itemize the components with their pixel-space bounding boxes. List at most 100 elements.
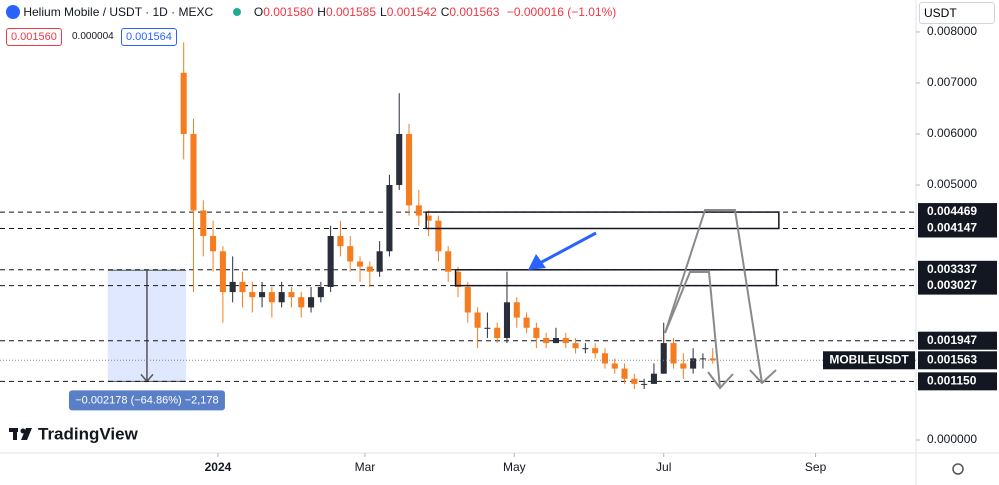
ohlc-label: H — [317, 5, 326, 19]
candle-body — [337, 235, 344, 247]
candle-body — [347, 246, 354, 262]
symbol: Helium Mobile / USDT · 1D · MEXC — [23, 5, 214, 19]
candle-body — [376, 251, 383, 272]
ohlc-value: 0.001542 — [386, 5, 437, 19]
candle-body — [699, 358, 706, 360]
level-label-box — [918, 276, 997, 295]
x-tick-label: Jul — [656, 460, 671, 474]
symbol-label: MOBILEUSDT — [829, 352, 909, 366]
level-label-box — [918, 331, 997, 350]
candle-body — [356, 261, 364, 267]
candle-body — [317, 286, 324, 298]
level-label-box — [918, 372, 997, 391]
candle-body — [210, 235, 217, 252]
bid[interactable]: 0.001560 — [6, 28, 62, 46]
measure-label: −0.002178 (−64.86%) −2,178 — [75, 395, 218, 407]
level-label: 0.001150 — [927, 374, 977, 388]
y-tick-label: 0.000000 — [927, 432, 977, 446]
y-tick-label: 0.005000 — [927, 177, 977, 191]
x-tick-label: May — [503, 460, 526, 474]
x-tick-label: 2024 — [205, 460, 232, 474]
candle-body — [592, 348, 599, 354]
candle-body — [298, 297, 305, 308]
zone-box — [425, 211, 780, 230]
candle-body — [366, 266, 373, 272]
candle-body — [435, 220, 442, 252]
candle-body — [503, 302, 511, 338]
plot: 0.000000 0.005000 0.006000 0.007000 0.008000… — [0, 24, 997, 474]
level-label-box — [918, 219, 997, 238]
candle-body — [415, 205, 422, 216]
logo-mark — [21, 428, 32, 440]
candle-body — [582, 348, 589, 350]
projection — [664, 209, 777, 390]
candle-body — [308, 297, 315, 308]
level-label: 0.001947 — [927, 333, 977, 347]
candle-body — [650, 373, 657, 384]
candle-body — [484, 327, 491, 329]
level-label-box — [918, 203, 997, 222]
candle-body — [464, 286, 471, 313]
candle-body — [543, 337, 550, 344]
candle-body — [660, 343, 667, 374]
level-label: 0.004469 — [927, 204, 977, 218]
ohlc-value: 0.001580 — [263, 5, 314, 19]
ohlc-label: C — [440, 5, 450, 19]
candle-body — [405, 133, 413, 206]
ohlc-legend: O0.001580 H0.001585 L0.001542 C0.001563 — [254, 5, 504, 19]
level-label: 0.004147 — [927, 221, 977, 235]
spread: 0.000004 — [72, 31, 114, 42]
candle-body — [288, 292, 295, 298]
candle-body — [190, 133, 197, 211]
logo-text: TradingView — [38, 424, 139, 443]
candle-body — [670, 343, 677, 364]
candle-body — [690, 358, 697, 369]
projection-arrow — [749, 369, 777, 385]
candle-body — [621, 368, 628, 379]
level-label: 0.003027 — [927, 278, 977, 292]
candle-body — [249, 292, 256, 298]
candle-body — [200, 210, 207, 236]
candle-body — [552, 337, 560, 344]
logo-mark — [13, 428, 17, 440]
candle-body — [641, 383, 648, 385]
arrow-line — [539, 231, 597, 265]
candle-body — [454, 271, 462, 287]
arrow-head — [528, 254, 546, 270]
candle-body — [680, 363, 687, 369]
measure-label-box — [68, 390, 225, 411]
ask[interactable]: 0.001564 — [121, 28, 177, 46]
candle-body — [572, 343, 579, 349]
settings-icon[interactable] — [952, 463, 964, 475]
y-tick-label: 0.008000 — [927, 24, 977, 38]
symbol-label-box — [823, 351, 915, 370]
logo: TradingView — [9, 424, 139, 443]
x-tick-label: Mar — [355, 460, 376, 474]
ohlc-label: L — [380, 5, 387, 19]
candle-body — [219, 251, 226, 293]
candle-body — [709, 358, 716, 361]
candle-body — [611, 363, 618, 369]
change: −0.000016 (−1.01%) — [506, 5, 617, 19]
candle-body — [278, 292, 285, 303]
level-label-box — [918, 260, 997, 279]
candle-body — [513, 302, 520, 318]
level-label: 0.003337 — [927, 262, 977, 276]
candle-body — [533, 327, 540, 338]
candle-body — [239, 281, 246, 293]
ohlc-value: 0.001585 — [325, 5, 376, 19]
candle-body — [631, 378, 638, 384]
projection-path — [664, 209, 763, 384]
candle-body — [180, 72, 187, 134]
symbol-row: Helium Mobile / USDT · 1D · MEXC O0.0015… — [6, 5, 616, 19]
last-price-label: 0.001563 — [927, 352, 977, 366]
candle-body — [494, 327, 501, 338]
candle-body — [562, 337, 569, 344]
candle-body — [396, 133, 403, 185]
status-dot — [232, 8, 241, 16]
candle-body — [474, 312, 481, 328]
candle-body — [229, 281, 236, 293]
candle-body — [259, 292, 266, 298]
currency-select[interactable]: USDT — [919, 2, 995, 24]
